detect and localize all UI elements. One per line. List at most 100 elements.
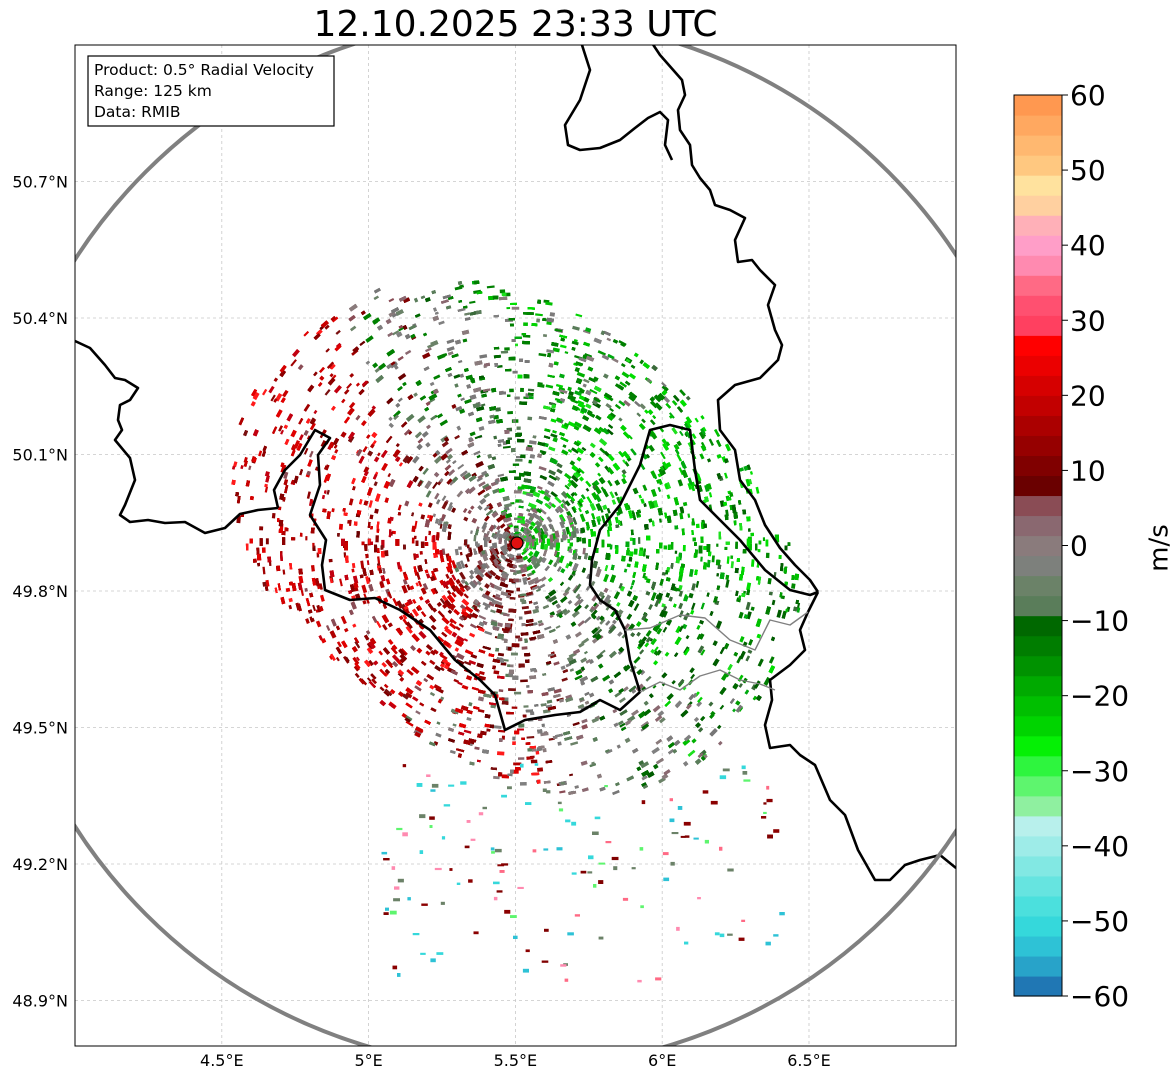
echo-gate: [251, 401, 256, 407]
echo-gate: [578, 620, 585, 627]
echo-gate: [581, 719, 587, 724]
echo-gate: [529, 440, 537, 445]
echo-gate: [325, 348, 330, 353]
echo-gate: [515, 459, 522, 462]
echo-gate: [515, 344, 518, 347]
echo-gate: [724, 547, 727, 550]
echo-gate: [517, 426, 521, 429]
echo-gate: [248, 465, 251, 470]
echo-gate: [312, 605, 316, 611]
echo-gate: [304, 404, 311, 412]
echo-gate: [475, 435, 483, 439]
echo-gate: [590, 503, 597, 511]
echo-gate: [603, 574, 609, 582]
echo-gate: [727, 556, 730, 564]
echo-gate: [559, 790, 565, 793]
echo-gate: [454, 383, 458, 387]
echo-gate: [543, 334, 547, 337]
echo-gate: [414, 536, 417, 539]
echo-gate: [418, 631, 426, 639]
echo-gate: [326, 490, 329, 495]
echo-gate: [658, 487, 662, 492]
echo-gate: [405, 350, 411, 355]
echo-gate: [457, 464, 464, 470]
echo-gate: [387, 473, 391, 477]
echo-gate: [380, 686, 385, 691]
echo-gate: [336, 330, 341, 335]
echo-gate: [479, 354, 487, 359]
echo-gate: [389, 517, 393, 521]
echo-gate: [286, 528, 289, 532]
echo-gate: [541, 724, 545, 728]
echo-gate: [716, 544, 718, 547]
echo-gate: [528, 460, 532, 464]
echo-gate: [282, 390, 289, 398]
echo-gate: [303, 331, 309, 337]
echo-gate: [432, 482, 438, 489]
echo-gate: [552, 600, 558, 605]
echo-gate: [659, 518, 662, 522]
echo-gate: [751, 559, 755, 567]
echo-gate: [530, 454, 535, 459]
echo-gate: [683, 545, 686, 551]
echo-gate: [688, 593, 693, 598]
echo-gate: [265, 486, 268, 492]
echo-gate: [696, 625, 700, 630]
echo-gate: [565, 351, 569, 354]
echo-gate: [508, 647, 512, 651]
echo-gate: [557, 741, 561, 745]
echo-gate: [769, 656, 775, 663]
echo-gate: [512, 371, 517, 374]
echo-gate: [663, 627, 668, 633]
echo-gate: [365, 335, 373, 343]
echo-gate: [634, 401, 641, 407]
echo-gate: [700, 557, 703, 562]
echo-gate: [526, 685, 529, 688]
echo-gate: [288, 598, 292, 602]
echo-gate: [769, 591, 773, 595]
echo-gate: [687, 513, 690, 517]
echo-gate: [630, 585, 633, 589]
echo-gate: [758, 659, 764, 667]
echo-gate: [607, 508, 611, 514]
echo-gate: [372, 362, 378, 368]
echo-gate: [240, 465, 243, 469]
echo-gate: [455, 647, 460, 652]
echo-gate: [428, 502, 433, 508]
echo-gate: [454, 435, 460, 440]
echo-gate: [596, 653, 603, 660]
echo-gate: [758, 549, 761, 552]
echo-gate: [349, 402, 355, 409]
echo-gate: [577, 372, 585, 378]
echo-gate: [568, 600, 573, 605]
echo-gate: [422, 468, 428, 475]
echo-gate: [283, 569, 286, 574]
echo-gate: [325, 389, 331, 396]
echo-gate: [577, 457, 582, 462]
echo-gate: [290, 430, 296, 438]
echo-gate: [522, 646, 528, 649]
echo-gate: [457, 682, 462, 686]
echo-gate: [484, 583, 490, 589]
echo-gate: [469, 633, 475, 638]
echo-gate: [523, 322, 528, 326]
echo-gate: [531, 760, 538, 764]
echo-gate: [634, 549, 638, 555]
echo-gate: [520, 679, 528, 682]
echo-gate: [507, 664, 510, 667]
echo-gate: [430, 692, 435, 697]
echo-gate: [518, 757, 524, 760]
echo-gate: [384, 684, 389, 689]
echo-gate: [575, 313, 582, 317]
echo-gate: [675, 551, 677, 554]
echo-gate: [506, 307, 510, 309]
echo-gate: [778, 555, 781, 559]
echo-gate: [326, 625, 330, 631]
echo-gate: [686, 635, 690, 639]
echo-gate: [473, 535, 476, 542]
echo-gate: [709, 492, 712, 497]
echo-gate: [532, 608, 539, 613]
echo-gate: [696, 581, 700, 588]
echo-gate: [572, 326, 580, 331]
echo-gate: [418, 581, 422, 587]
